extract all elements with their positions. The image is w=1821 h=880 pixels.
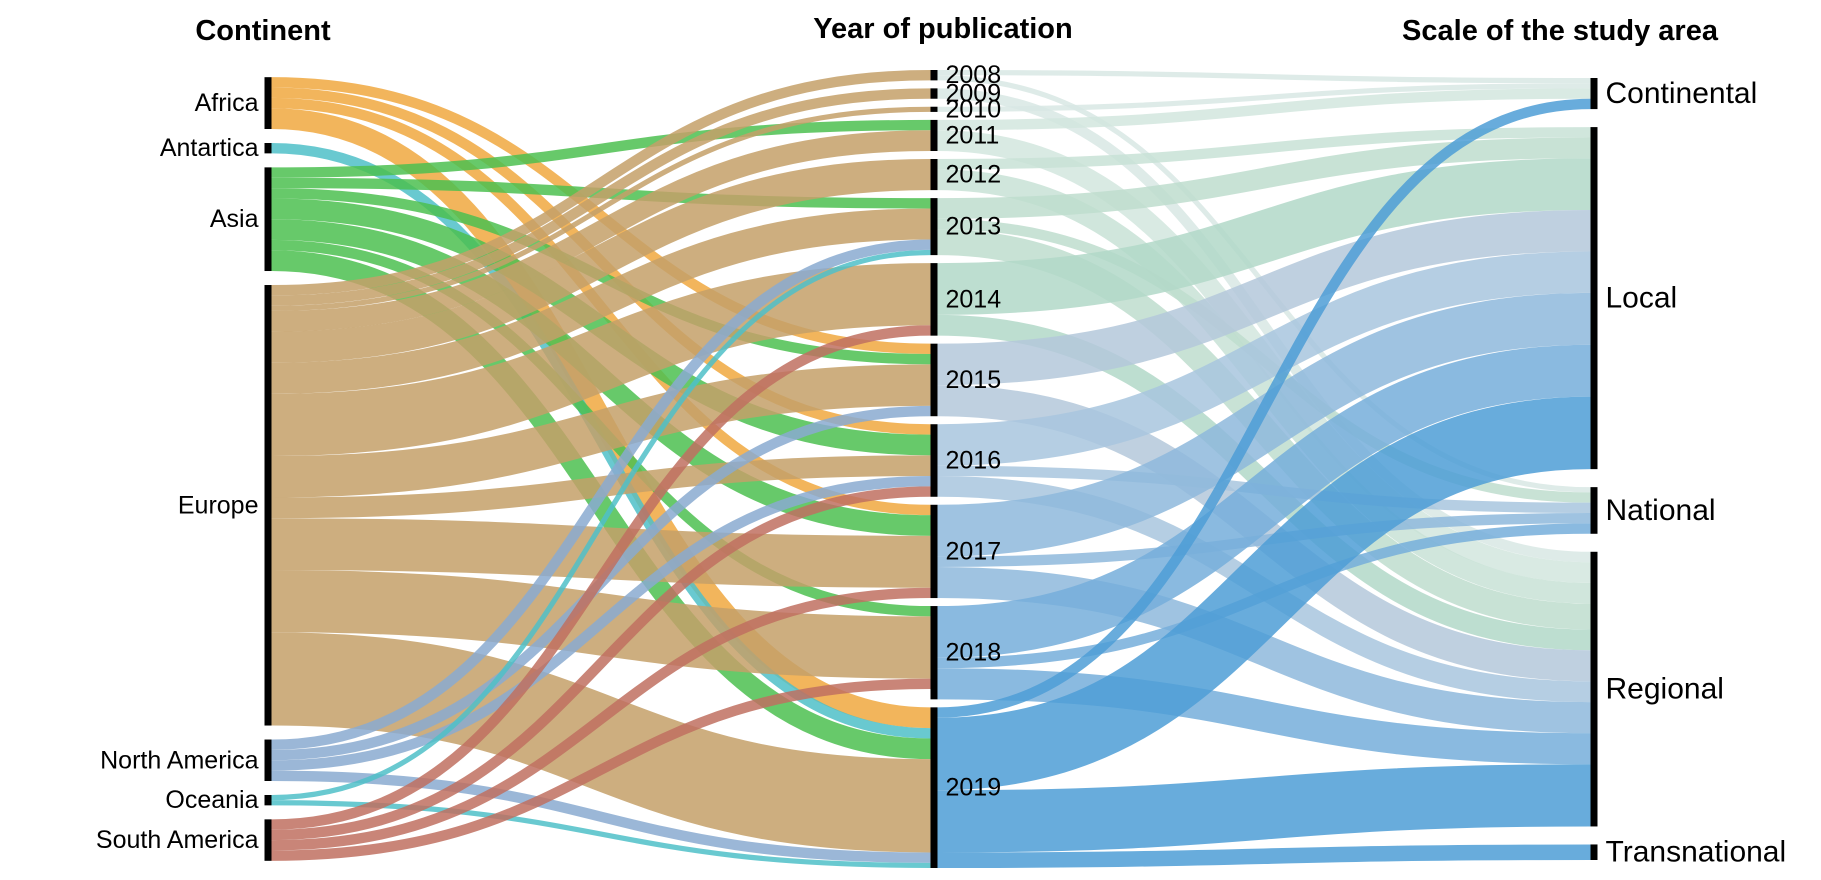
node-antartica [264,143,272,154]
label-2012: 2012 [946,161,1002,189]
node-regional [1590,551,1598,827]
label-2011: 2011 [946,121,1000,149]
link-2011-continental [937,88,1591,131]
node-2014 [930,263,938,336]
label-asia: Asia [210,205,259,233]
label-regional: Regional [1606,673,1724,706]
node-2011 [930,119,938,152]
label-oceania: Oceania [165,786,258,814]
link-2015-local [937,210,1591,386]
column-title-scale: Scale of the study area [1402,15,1719,47]
link-europe-2019 [271,632,931,853]
label-antartica: Antartica [160,134,259,162]
link-2014-local [937,158,1591,315]
node-2013 [930,198,938,256]
link-2008-continental [937,69,1591,84]
node-oceania [264,794,272,806]
link-2017-national [937,513,1591,567]
node-national [1590,487,1598,534]
link-europe-2010 [271,106,931,311]
link-europe-2017 [271,518,931,588]
link-south-america-2014 [271,325,931,830]
node-2008 [930,70,938,81]
link-north-america-2016 [271,476,931,771]
link-2019-transnational [937,844,1591,868]
link-north-america-2019 [271,770,931,863]
link-2017-regional [937,566,1591,734]
label-local: Local [1606,282,1678,315]
node-local [1590,127,1598,470]
node-bars [264,70,1598,868]
node-continental [1590,78,1598,110]
label-national: National [1606,494,1716,527]
link-oceania-2019 [271,800,931,869]
node-transnational [1590,844,1598,860]
link-north-america-2013 [271,239,931,750]
link-south-america-2017 [271,587,931,851]
label-2017: 2017 [946,537,1002,565]
column-title-year: Year of publication [813,13,1072,45]
link-europe-2015 [271,364,931,498]
link-europe-2011 [271,130,931,332]
node-2018 [930,606,938,700]
node-2019 [930,707,938,868]
link-europe-2013 [271,208,931,394]
label-transnational: Transnational [1606,836,1787,869]
node-south-america [264,819,272,861]
links-year-scale [937,69,1591,868]
node-2010 [930,106,938,112]
node-2009 [930,88,938,99]
label-2019: 2019 [946,774,1002,802]
link-2018-regional [937,668,1591,765]
label-south-america: South America [96,826,259,854]
label-2008: 2008 [946,61,1002,89]
node-asia [264,167,272,272]
link-europe-2014 [271,263,931,457]
label-north-america: North America [100,746,258,774]
node-2012 [930,159,938,191]
link-europe-2008 [271,70,931,296]
link-2017-local [937,292,1591,557]
node-north-america [264,739,272,781]
link-africa-2015 [271,77,931,355]
label-2016: 2016 [946,446,1002,474]
link-south-america-2018 [271,678,931,861]
link-2013-local [937,137,1591,219]
link-asia-2011 [271,119,931,178]
link-south-america-2016 [271,486,931,841]
link-oceania-2013 [271,249,931,801]
label-2018: 2018 [946,639,1002,667]
node-2016 [930,424,938,497]
node-europe [264,285,272,726]
label-europe: Europe [178,491,259,519]
node-labels: Africa Antartica Asia Europe North America Oc… [96,61,1786,869]
label-continental: Continental [1606,77,1758,110]
column-title-continent: Continent [195,15,331,47]
label-2015: 2015 [946,366,1002,394]
label-2013: 2013 [946,213,1002,241]
label-2009: 2009 [946,80,1002,108]
node-2017 [930,504,938,599]
link-2019-regional [937,764,1591,853]
link-europe-2009 [271,88,931,306]
links-continent-year [271,70,931,869]
label-2014: 2014 [946,285,1002,313]
link-2016-local [937,251,1591,466]
link-2018-local [937,344,1591,658]
label-2010: 2010 [946,95,1002,123]
node-africa [264,77,272,130]
label-africa: Africa [195,89,259,117]
node-2015 [930,343,938,417]
link-2019-continental [937,98,1591,718]
link-2019-local [937,396,1591,791]
link-2010-continental [937,83,1591,112]
link-europe-2012 [271,159,931,363]
